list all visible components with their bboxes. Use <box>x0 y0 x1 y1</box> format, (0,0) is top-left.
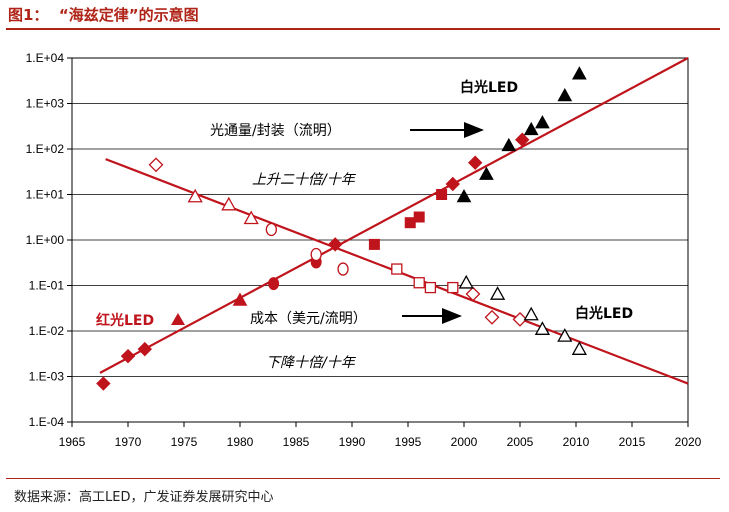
x-tick-label: 2015 <box>619 435 646 449</box>
data-point-triangle <box>557 328 573 342</box>
x-tick-label: 2020 <box>675 435 702 449</box>
y-tick-label: 1.E-04 <box>29 415 65 429</box>
x-axis: 1965 1970 1975 1980 1985 1990 1995 2000 2005 2010… <box>59 422 702 449</box>
annotations: 白光LED 光通量/封装（流明） 上升二十倍/十年 红光LED 成本（美元/流明… <box>96 79 633 371</box>
data-point-circle <box>265 222 278 237</box>
data-point-triangle <box>572 66 587 80</box>
data-point-square <box>413 211 425 223</box>
x-tick-label: 2005 <box>507 435 534 449</box>
data-point-triangle <box>571 341 587 355</box>
data-markers <box>96 66 587 391</box>
annotation-white-led-bottom: 白光LED <box>575 305 633 322</box>
data-point-triangle <box>523 121 539 136</box>
red-led-legend-triangle <box>171 313 185 325</box>
data-point-square <box>413 277 425 289</box>
x-tick-label: 1995 <box>395 435 422 449</box>
x-tick-label: 1965 <box>59 435 86 449</box>
y-tick-label: 1.E+00 <box>26 233 65 247</box>
data-point-square <box>391 263 403 275</box>
x-tick-label: 1985 <box>283 435 310 449</box>
data-point-diamond <box>327 237 343 252</box>
y-tick-label: 1.E-01 <box>29 279 65 293</box>
source-rule <box>6 478 720 479</box>
data-point-triangle <box>456 189 472 203</box>
source-note: 数据来源：高工LED，广发证券发展研究中心 <box>14 490 274 505</box>
data-point-triangle <box>243 210 259 225</box>
y-tick-label: 1.E+02 <box>26 142 65 156</box>
trend-lines <box>99 57 689 385</box>
trend-line-lumen <box>99 57 689 374</box>
data-point-triangle <box>479 166 494 180</box>
data-point-triangle <box>221 196 237 211</box>
data-point-square <box>404 217 416 229</box>
annotation-white-led-top: 白光LED <box>460 79 518 96</box>
y-tick-label: 1.E-03 <box>29 370 65 384</box>
data-point-triangle <box>534 321 551 335</box>
x-tick-label: 1970 <box>115 435 142 449</box>
data-point-triangle <box>501 137 517 152</box>
data-point-triangle <box>535 115 550 129</box>
data-point-triangle <box>523 306 539 321</box>
data-point-square <box>447 281 459 294</box>
y-tick-label: 1.E+03 <box>26 97 65 111</box>
data-point-diamond <box>96 376 111 391</box>
x-tick-label: 1990 <box>339 435 366 449</box>
data-point-diamond <box>465 286 481 302</box>
data-point-circle <box>310 247 322 262</box>
data-point-triangle <box>557 87 573 102</box>
data-point-circle <box>337 262 349 276</box>
data-point-diamond <box>515 132 530 147</box>
data-point-square <box>368 238 380 250</box>
data-point-triangle <box>489 286 506 300</box>
data-point-diamond <box>484 309 500 325</box>
data-point-triangle <box>187 188 203 203</box>
x-tick-label: 1980 <box>227 435 254 449</box>
y-axis: 1.E+04 1.E+03 1.E+02 1.E+01 1.E+00 1.E-01 1.E-… <box>26 51 72 429</box>
title-rule <box>6 28 720 30</box>
figure-title: 图1： “海兹定律”的示意图 <box>8 6 199 24</box>
annotation-cost: 成本（美元/流明） <box>250 311 367 327</box>
y-tick-label: 1.E-02 <box>29 324 65 338</box>
x-tick-label: 1975 <box>171 435 198 449</box>
annotation-red-led: 红光LED <box>96 312 154 329</box>
x-tick-label: 2010 <box>563 435 590 449</box>
gridlines <box>72 103 688 377</box>
annotation-rise-rate: 上升二十倍/十年 <box>252 172 357 188</box>
y-tick-label: 1.E+01 <box>26 188 65 202</box>
annotation-fall-rate: 下降十倍/十年 <box>266 355 357 371</box>
data-point-diamond <box>445 176 461 192</box>
annotation-lumen-package: 光通量/封装（流明） <box>210 123 341 139</box>
data-point-square <box>424 281 437 294</box>
data-point-diamond <box>120 348 136 364</box>
data-point-diamond <box>137 341 153 357</box>
data-point-square <box>436 189 448 200</box>
data-point-diamond <box>467 155 483 170</box>
data-point-triangle <box>458 274 474 289</box>
x-tick-label: 2000 <box>451 435 478 449</box>
y-tick-label: 1.E+04 <box>26 51 65 65</box>
data-point-circle <box>268 277 280 291</box>
data-point-diamond <box>512 311 528 327</box>
data-point-diamond <box>148 157 164 173</box>
data-point-triangle <box>232 292 248 306</box>
